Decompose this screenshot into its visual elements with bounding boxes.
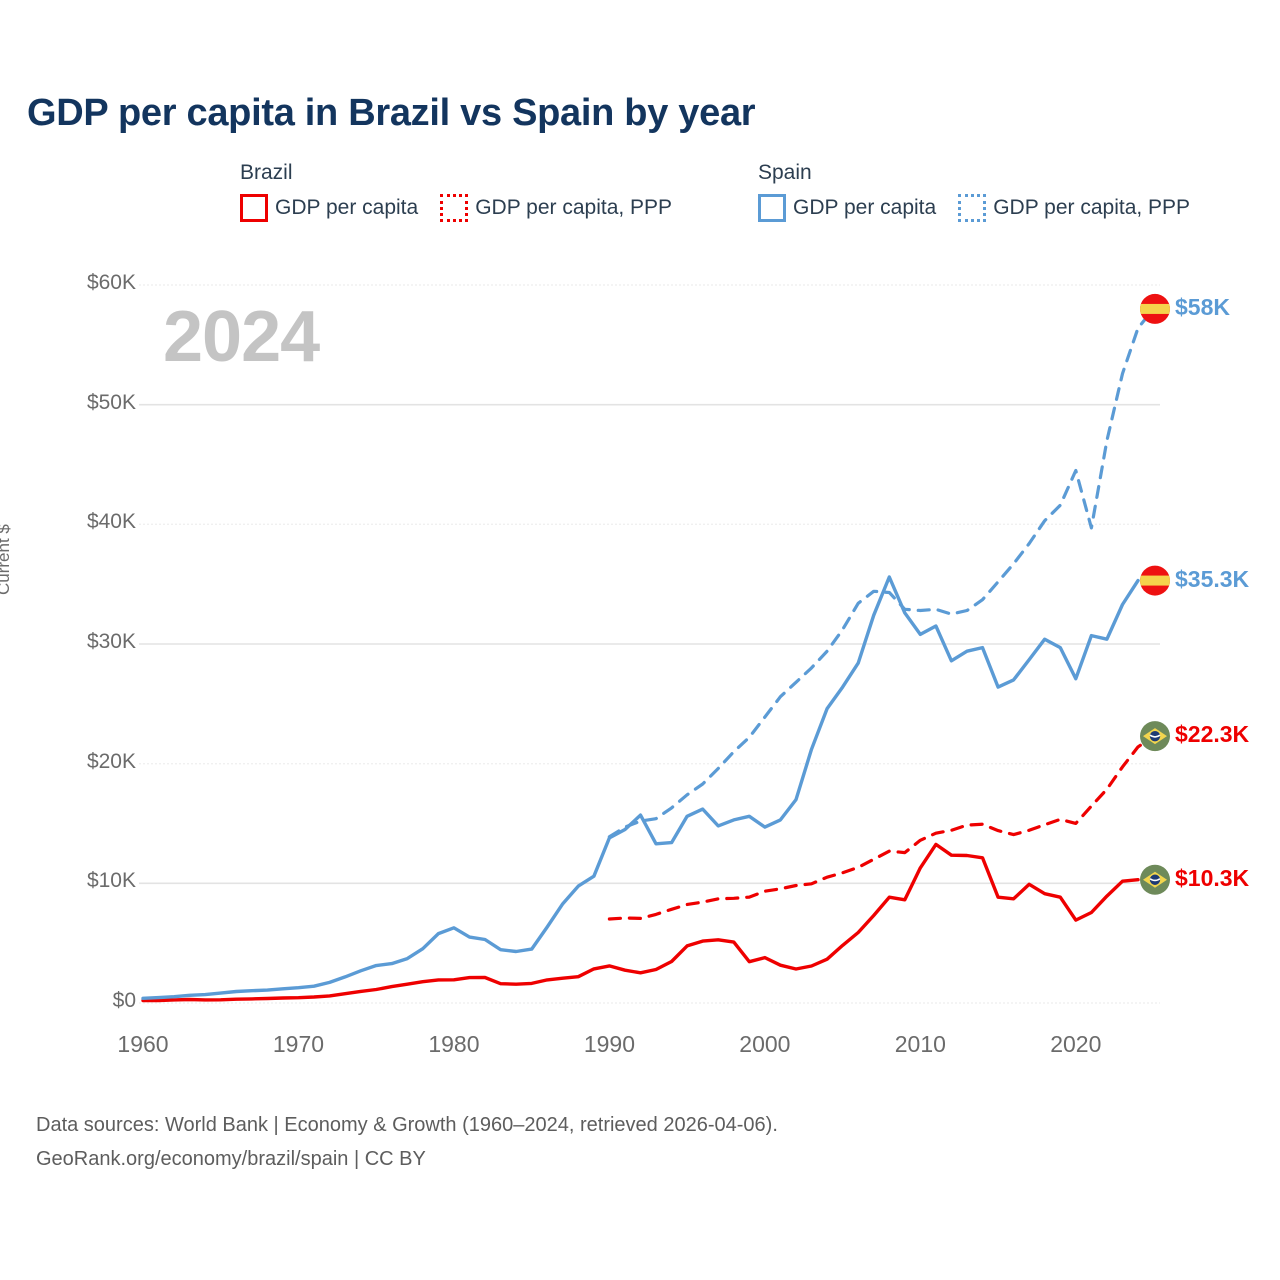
y-axis-label: Current $ <box>0 524 13 595</box>
legend-swatch-dotted-icon <box>440 194 469 222</box>
legend-item-brazil-gdp[interactable]: GDP per capita <box>240 194 418 222</box>
y-tick-label: $60K <box>86 271 136 294</box>
legend-swatch-dotted-icon <box>958 194 987 222</box>
legend-group-brazil: Brazil GDP per capita GDP per capita, PP… <box>240 160 694 224</box>
legend-item-spain-gdp-ppp[interactable]: GDP per capita, PPP <box>958 194 1190 222</box>
series-end-label: $35.3K <box>1175 565 1250 592</box>
chart-series-lines <box>141 307 1156 1003</box>
x-tick-label: 2010 <box>894 1031 946 1057</box>
x-tick-label: 2020 <box>1050 1031 1102 1057</box>
series-end-label: $58K <box>1175 293 1230 320</box>
brazil-flag-icon <box>1140 864 1170 895</box>
x-tick-label: 1970 <box>272 1031 325 1057</box>
y-tick-label: $10K <box>86 869 136 893</box>
y-tick-label: $30K <box>86 630 136 653</box>
legend-country-spain: Spain <box>758 161 812 184</box>
y-tick-label: $40K <box>86 510 136 534</box>
chart-legend: Brazil GDP per capita GDP per capita, PP… <box>240 160 1260 240</box>
spain-flag-icon <box>1140 565 1170 596</box>
legend-swatch-solid-icon <box>758 194 786 222</box>
legend-group-spain: Spain GDP per capita GDP per capita, PPP <box>758 160 1212 224</box>
page-title: GDP per capita in Brazil vs Spain by yea… <box>27 92 756 134</box>
legend-label-brazil-gdp: GDP per capita <box>275 196 419 219</box>
spain-flag-icon <box>1140 293 1170 324</box>
legend-item-spain-gdp[interactable]: GDP per capita <box>758 194 936 222</box>
x-tick-label: 1960 <box>117 1031 169 1057</box>
legend-item-brazil-gdp-ppp[interactable]: GDP per capita, PPP <box>440 194 672 222</box>
legend-swatch-solid-icon <box>240 194 268 222</box>
brazil-flag-icon <box>1140 721 1170 752</box>
series-end-label: $10.3K <box>1175 864 1250 891</box>
chart-footer: Data sources: World Bank | Economy & Gro… <box>36 1108 778 1176</box>
chart-flag-markers <box>1140 293 1170 895</box>
legend-label-brazil-gdp-ppp: GDP per capita, PPP <box>475 196 673 219</box>
series-end-label: $22.3K <box>1175 721 1250 748</box>
footer-attribution: GeoRank.org/economy/brazil/spain | CC BY <box>36 1148 426 1170</box>
y-tick-label: $20K <box>86 749 136 773</box>
y-tick-label: $50K <box>86 390 136 414</box>
legend-label-spain-gdp-ppp: GDP per capita, PPP <box>993 196 1191 219</box>
x-tick-label: 1980 <box>428 1031 480 1057</box>
y-tick-label: $0 <box>112 989 136 1012</box>
year-watermark: 2024 <box>163 297 320 377</box>
x-tick-label: 2000 <box>739 1031 791 1057</box>
x-tick-label: 1990 <box>583 1031 635 1057</box>
footer-data-sources: Data sources: World Bank | Economy & Gro… <box>36 1114 778 1136</box>
legend-country-brazil: Brazil <box>240 161 293 184</box>
chart-gridlines <box>139 284 1160 1004</box>
legend-label-spain-gdp: GDP per capita <box>793 196 937 219</box>
